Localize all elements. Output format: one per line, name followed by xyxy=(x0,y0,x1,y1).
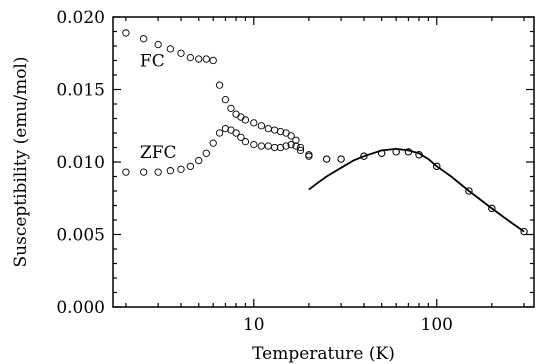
x-tick-label: 10 xyxy=(243,315,265,335)
y-tick-label: 0.010 xyxy=(56,153,105,173)
y-tick-label: 0.005 xyxy=(56,226,105,246)
data-point xyxy=(186,53,194,62)
data-point xyxy=(221,124,230,133)
data-point xyxy=(276,143,285,152)
data-point xyxy=(257,142,266,150)
data-point xyxy=(292,142,300,150)
data-point xyxy=(305,151,313,159)
data-point xyxy=(270,126,279,134)
axis-tick-labels: 0.000 0.005 0.010 0.015 0.020 10 100 xyxy=(56,8,453,335)
data-point xyxy=(195,156,203,165)
x-tick-label: 100 xyxy=(421,315,453,335)
y-tick-label: 0.015 xyxy=(56,81,105,101)
data-point xyxy=(202,55,210,63)
y-tick-label: 0.020 xyxy=(56,8,105,28)
data-point xyxy=(257,122,266,130)
data-point xyxy=(122,168,130,176)
data-point xyxy=(337,155,345,163)
axis-ticks xyxy=(113,16,534,308)
data-point xyxy=(139,168,148,176)
series-fc xyxy=(122,29,528,236)
data-point xyxy=(433,162,441,171)
data-point xyxy=(215,129,224,137)
fit-line xyxy=(308,147,525,233)
annotation-zfc: ZFC xyxy=(140,143,177,163)
data-point xyxy=(270,143,279,152)
data-point xyxy=(241,138,250,146)
data-point xyxy=(296,146,305,155)
data-series xyxy=(122,29,528,236)
data-point xyxy=(232,110,240,118)
data-point xyxy=(154,40,162,49)
data-point xyxy=(488,204,496,213)
x-axis-label: Temperature (K) xyxy=(252,344,395,364)
data-point xyxy=(250,119,258,127)
data-point xyxy=(122,29,130,37)
data-point xyxy=(232,129,240,137)
data-point xyxy=(215,81,224,89)
data-point xyxy=(250,140,258,149)
data-point xyxy=(209,139,217,147)
data-point xyxy=(360,152,368,160)
data-point xyxy=(264,124,272,133)
data-point xyxy=(221,96,230,104)
data-point xyxy=(166,167,175,175)
data-point xyxy=(227,104,235,113)
data-point xyxy=(237,113,245,121)
data-point xyxy=(296,143,305,152)
y-axis-label: Susceptibility (emu/mol) xyxy=(11,57,31,268)
data-point xyxy=(282,142,290,150)
data-point xyxy=(287,140,295,149)
data-point xyxy=(264,142,272,150)
data-point xyxy=(195,55,203,63)
data-point xyxy=(287,132,295,140)
data-point xyxy=(209,56,217,65)
data-point xyxy=(139,35,148,43)
data-point xyxy=(202,149,210,157)
data-point xyxy=(465,187,473,195)
data-point xyxy=(305,152,313,160)
data-point xyxy=(520,227,528,236)
data-point xyxy=(177,165,185,173)
data-point xyxy=(241,116,250,124)
data-point xyxy=(186,162,194,171)
annotation-fc: FC xyxy=(140,52,165,72)
data-point xyxy=(322,155,331,163)
data-point xyxy=(292,136,300,144)
series-zfc xyxy=(122,124,528,236)
annotations: FC ZFC xyxy=(140,52,177,163)
y-tick-label: 0.000 xyxy=(56,298,105,318)
series-fit-curve xyxy=(308,147,525,233)
data-point xyxy=(177,49,185,57)
data-point xyxy=(166,45,175,53)
data-point xyxy=(154,168,162,176)
data-point xyxy=(237,133,245,142)
data-point xyxy=(276,127,285,136)
